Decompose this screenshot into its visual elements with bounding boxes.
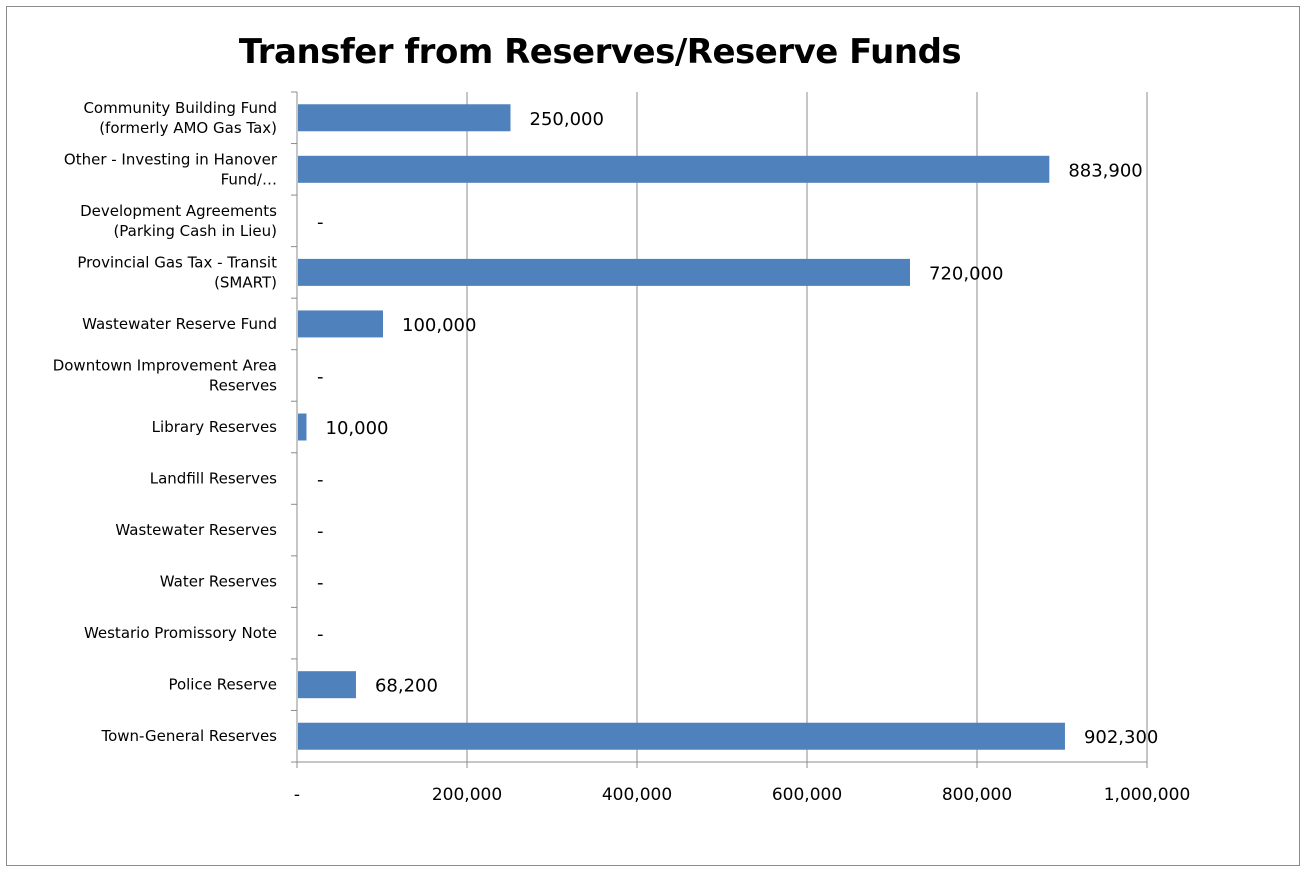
bars: [298, 104, 1065, 750]
bar: [298, 310, 383, 338]
data-label: 883,900: [1068, 160, 1142, 181]
category-label: Library Reserves: [152, 418, 278, 436]
category-label: Landfill Reserves: [150, 470, 277, 488]
data-label: 10,000: [326, 418, 389, 439]
chart-frame: [6, 6, 1300, 866]
category-label: Other - Investing in Hanover Fund/…: [64, 150, 278, 188]
data-label: 250,000: [530, 109, 604, 130]
x-tick-label: 600,000: [772, 785, 842, 805]
category-label: Wastewater Reserve Fund: [82, 315, 277, 333]
x-tick-label: 400,000: [602, 785, 672, 805]
category-label: Development Agreements (Parking Cash in L…: [80, 202, 277, 240]
data-label: -: [317, 470, 324, 491]
gridlines: [466, 92, 1148, 762]
data-label: 100,000: [402, 315, 476, 336]
category-labels: Community Building Fund (formerly AMO Gas…: [53, 99, 278, 745]
bar: [298, 671, 356, 699]
x-tick-labels: - 200,000 400,000 600,000 800,000 1,000,000: [294, 785, 1190, 805]
category-label: Water Reserves: [160, 573, 277, 591]
category-label: Wastewater Reserves: [115, 521, 277, 539]
data-label: -: [317, 212, 324, 233]
category-label: Westario Promissory Note: [84, 624, 277, 642]
bar: [298, 413, 307, 441]
data-label: 68,200: [375, 676, 438, 697]
bar: [298, 258, 910, 286]
x-tick-label: 200,000: [432, 785, 502, 805]
data-labels: 250,000 883,900 - 720,000 100,000 - 10,000 - - - -…: [317, 109, 1158, 748]
category-label: Provincial Gas Tax - Transit (SMART): [77, 253, 277, 291]
x-tick-label: 800,000: [942, 785, 1012, 805]
category-label: Town-General Reserves: [100, 727, 277, 745]
bar: [298, 104, 511, 132]
axes: [291, 91, 1148, 768]
x-tick-label: -: [294, 785, 300, 805]
data-label: 720,000: [929, 263, 1003, 284]
data-label: -: [317, 521, 324, 542]
category-label: Police Reserve: [168, 676, 277, 694]
data-label: 902,300: [1084, 727, 1158, 748]
bar: [298, 155, 1050, 183]
data-label: -: [317, 573, 324, 594]
data-label: -: [317, 366, 324, 387]
chart-title: Transfer from Reserves/Reserve Funds: [238, 32, 962, 72]
bar: [298, 722, 1065, 750]
category-label: Community Building Fund (formerly AMO Gas…: [83, 99, 277, 137]
category-label: Downtown Improvement Area Reserves: [53, 356, 277, 394]
x-tick-label: 1,000,000: [1104, 785, 1191, 805]
data-label: -: [317, 624, 324, 645]
